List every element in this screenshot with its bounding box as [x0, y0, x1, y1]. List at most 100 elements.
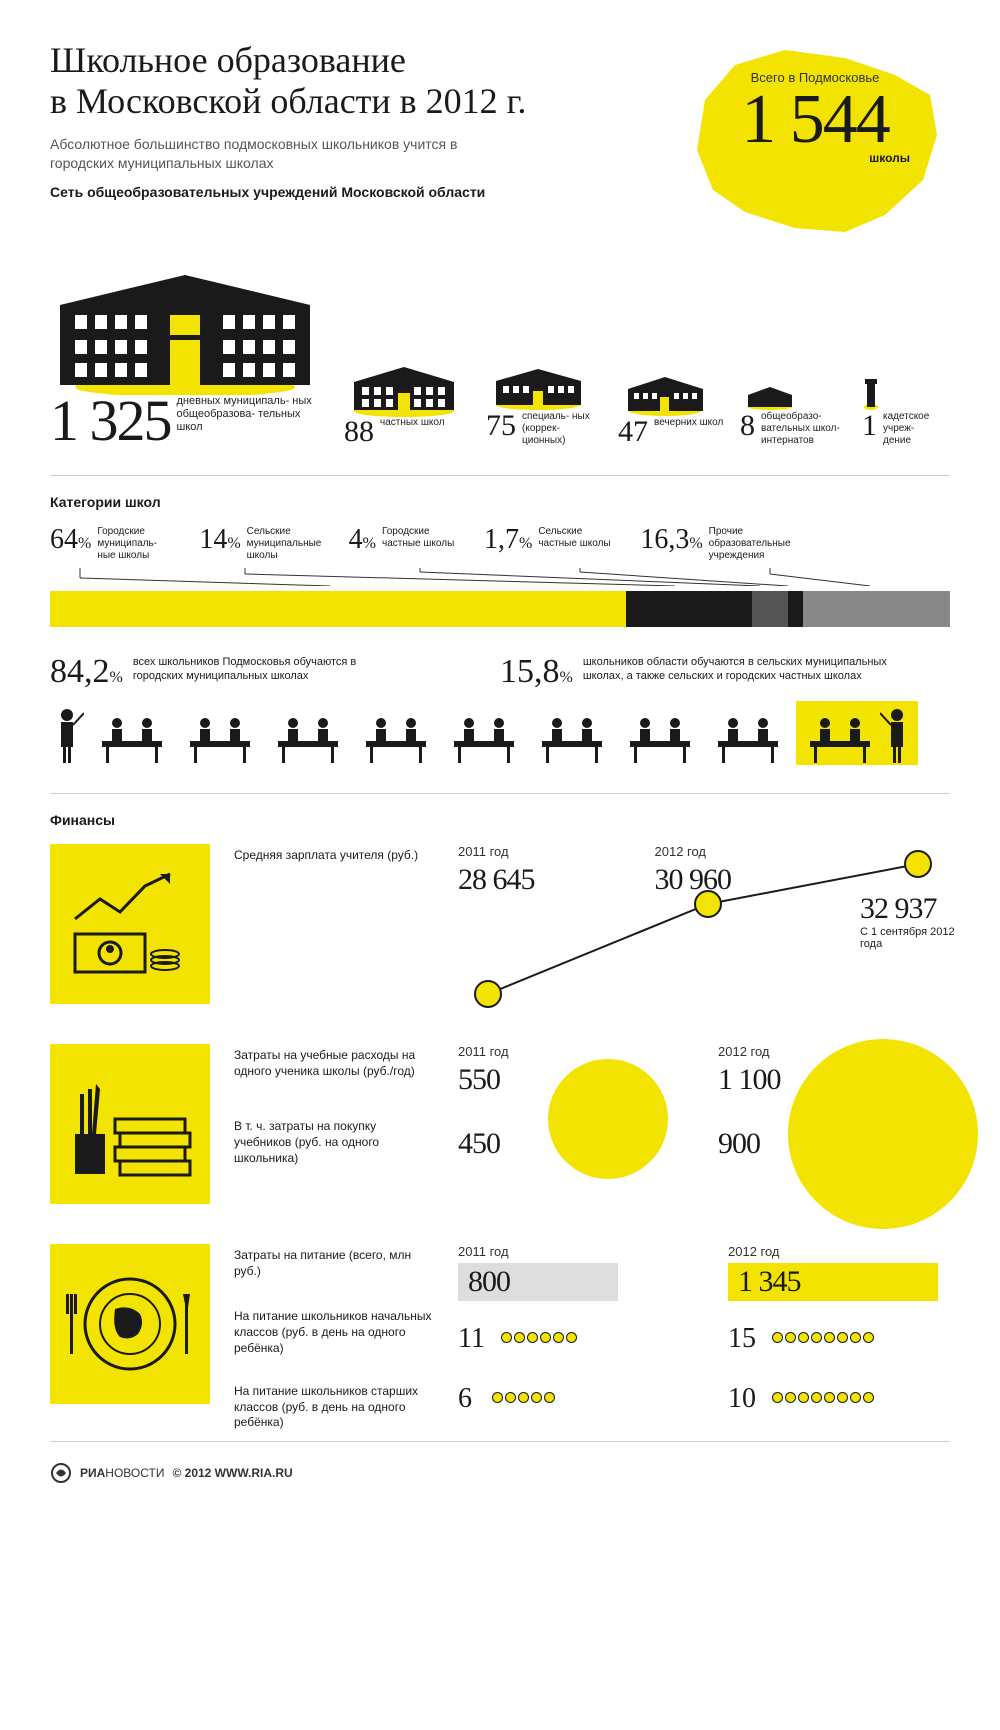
- cat-seg-2: [752, 591, 788, 627]
- expenses-label-1: Затраты на учебные расходы на одного уче…: [234, 1048, 434, 1079]
- cat-label-2: Городские частные школы: [382, 526, 462, 550]
- school-building-icon: [486, 359, 591, 411]
- school-label-0: дневных муниципаль- ных общеобразова- те…: [177, 395, 317, 435]
- cat-pct-3: 1,7: [484, 524, 519, 555]
- school-count-3: 47: [618, 417, 648, 447]
- salary-2012: 30 960: [655, 863, 732, 897]
- school-label-2: специаль- ных (коррек- ционных): [522, 411, 604, 447]
- food-label-1: Затраты на питание (всего, млн руб.): [234, 1248, 434, 1279]
- region-map-block: Всего в Подмосковье 1 544 школы: [680, 40, 950, 245]
- ria-logo-icon: [50, 1462, 72, 1484]
- school-tower-icon: [862, 375, 880, 411]
- school-label-5: кадетское учреж- дение: [883, 411, 942, 447]
- salary-label: Средняя зарплата учителя (руб.): [234, 848, 434, 864]
- map-unit: школы: [680, 151, 950, 165]
- money-growth-icon: [65, 864, 195, 984]
- food-elem-2011: 11: [458, 1323, 485, 1355]
- school-label-3: вечерних школ: [654, 417, 723, 429]
- students-right-pct: 15,8: [500, 653, 560, 690]
- school-count-2: 75: [486, 411, 516, 441]
- subtitle: Абсолютное большинство подмосковных школ…: [50, 135, 510, 174]
- title-line-2: в Московской области в 2012 г.: [50, 81, 526, 121]
- cat-seg-1: [626, 591, 752, 627]
- school-label-1: частных школ: [380, 417, 445, 429]
- books-icon-box: [50, 1044, 210, 1204]
- finances-title: Финансы: [50, 812, 950, 828]
- students-left-text: всех школьников Подмосковья обучаются в …: [133, 655, 373, 684]
- books-pencils-icon: [65, 1064, 195, 1184]
- students-left-pct: 84,2: [50, 653, 110, 690]
- categories-section: Категории школ 64%Городские муниципаль- …: [50, 494, 950, 627]
- food-sen-2011: 6: [458, 1383, 472, 1415]
- exp-2011-label: 2011 год: [458, 1044, 638, 1059]
- page-title: Школьное образование в Московской област…: [50, 40, 660, 123]
- school-building-icon: [344, 357, 464, 417]
- food-2012-label: 2012 год: [728, 1244, 958, 1259]
- cat-pct-2: 4: [349, 524, 363, 555]
- desk-icon: [708, 715, 788, 765]
- categories-bar: [50, 591, 950, 627]
- salary-2012b: 32 937: [860, 892, 960, 926]
- desk-icon: [620, 715, 700, 765]
- school-building-large-icon: [50, 265, 320, 395]
- map-total-number: 1 544: [680, 85, 950, 155]
- food-label-3: На питание школьников старших классов (р…: [234, 1384, 434, 1431]
- school-count-0: 1 325: [50, 395, 171, 447]
- school-count-5: 1: [862, 411, 877, 441]
- cat-pct-4: 16,3: [640, 524, 689, 555]
- finances-section: Финансы Средняя зарплата учителя (руб.): [50, 812, 950, 1431]
- exp-2012b: 900: [718, 1127, 938, 1161]
- cat-seg-3: [788, 591, 803, 627]
- exp-2011b: 450: [458, 1127, 638, 1161]
- students-right-text: школьников области обучаются в сельских …: [583, 655, 903, 684]
- cat-label-4: Прочие образовательные учреждения: [709, 526, 789, 562]
- coins-sen-2012: [772, 1390, 876, 1408]
- cat-label-1: Сельские муниципальные школы: [247, 526, 327, 562]
- desk-icon: [532, 715, 612, 765]
- salary-2012-label: 2012 год: [655, 844, 732, 859]
- header: Школьное образование в Московской област…: [50, 40, 950, 245]
- coins-elem-2012: [772, 1330, 876, 1348]
- cat-label-3: Сельские частные школы: [538, 526, 618, 550]
- food-2011-label: 2011 год: [458, 1244, 668, 1259]
- exp-2012a: 1 100: [718, 1063, 938, 1097]
- salary-icon-box: [50, 844, 210, 1004]
- food-sen-2012: 10: [728, 1383, 756, 1415]
- exp-2012-label: 2012 год: [718, 1044, 938, 1059]
- expenses-label-2: В т. ч. затраты на покупку учебников (ру…: [234, 1119, 434, 1166]
- school-building-icon: [618, 369, 713, 417]
- cat-seg-4: [803, 591, 950, 627]
- cat-seg-0: [50, 591, 626, 627]
- categories-title: Категории школ: [50, 494, 950, 510]
- footer: РИАНОВОСТИ © 2012 WWW.RIA.RU: [50, 1462, 950, 1484]
- coins-sen-2011: [492, 1390, 557, 1408]
- teacher-icon: [880, 705, 914, 765]
- food-label-2: На питание школьников начальных классов …: [234, 1309, 434, 1356]
- plate-cutlery-icon: [60, 1259, 200, 1389]
- subtitle-bold: Сеть общеобразовательных учреждений Моск…: [50, 184, 660, 200]
- desk-icon: [444, 715, 524, 765]
- cat-label-0: Городские муниципаль- ные школы: [97, 526, 177, 562]
- cat-pct-1: 14: [199, 524, 227, 555]
- desk-icon: [356, 715, 436, 765]
- salary-2011-label: 2011 год: [458, 844, 535, 859]
- salary-2011: 28 645: [458, 863, 535, 897]
- food-row: Затраты на питание (всего, млн руб.) На …: [50, 1244, 950, 1431]
- food-icon-box: [50, 1244, 210, 1404]
- teacher-icon: [50, 705, 84, 765]
- salary-2012b-note: С 1 сентября 2012 года: [860, 926, 960, 950]
- category-connector-lines: [50, 568, 950, 586]
- desk-icon: [92, 715, 172, 765]
- desk-highlighted-icon: [800, 715, 880, 765]
- desk-icon: [180, 715, 260, 765]
- students-section: 84,2% всех школьников Подмосковья обучаю…: [50, 655, 950, 689]
- school-count-1: 88: [344, 417, 374, 447]
- food-total-2011: 800: [468, 1265, 510, 1298]
- footer-brand-1: РИА: [80, 1466, 105, 1480]
- coins-elem-2011: [501, 1330, 579, 1348]
- expenses-row: Затраты на учебные расходы на одного уче…: [50, 1044, 950, 1204]
- classroom-pictograms: [50, 701, 950, 765]
- school-building-small-icon: [740, 381, 800, 411]
- schools-breakdown: 1 325 дневных муниципаль- ных общеобразо…: [50, 265, 950, 447]
- desk-icon: [268, 715, 348, 765]
